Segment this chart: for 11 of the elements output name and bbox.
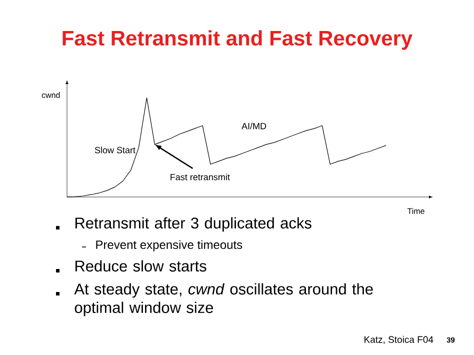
text: Prevent expensive timeouts <box>96 240 242 252</box>
chart-title: Fast Retransmit and Fast Recovery <box>62 30 412 50</box>
text: Katz, Stoica F04 <box>364 336 434 344</box>
text: Retransmit after 3 duplicated acks <box>75 217 312 232</box>
text: Reduce slow starts <box>75 260 206 272</box>
annotation: AI/MD <box>242 122 266 130</box>
text: At steady state, cwnd oscillates around the optimal window size <box>74 283 373 316</box>
y-axis-title: cwnd <box>42 92 60 98</box>
annotation: Fast retransmit <box>170 174 230 180</box>
annotation: Slow Start <box>94 146 136 154</box>
x-axis-title: Time <box>407 208 424 214</box>
